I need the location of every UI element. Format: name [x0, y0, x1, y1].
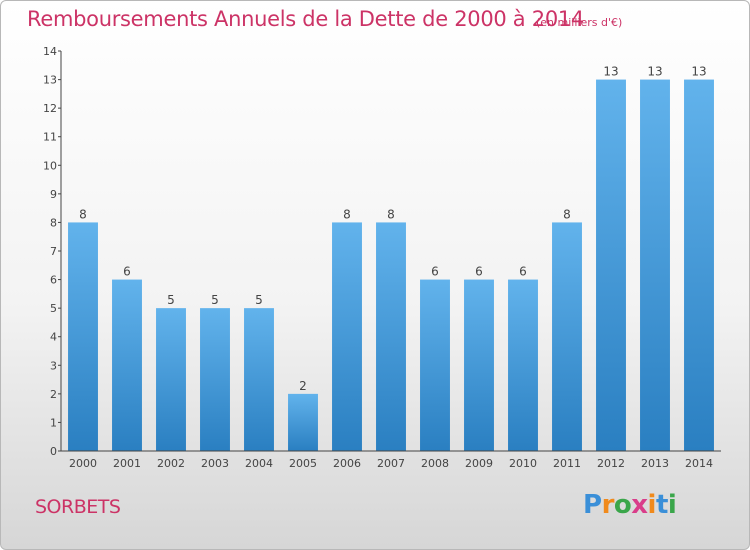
data-label-2001: 6	[123, 265, 131, 279]
data-labels: 8 6 5 5 5 2 8 8 6 6 6 8 13 13 13	[79, 65, 706, 393]
y-tick-label-4: 4	[50, 331, 57, 344]
bar-2005	[288, 393, 318, 451]
logo-letter-6: t	[655, 490, 668, 520]
x-tick-label-2014: 2014	[685, 457, 713, 470]
data-label-2000: 8	[79, 207, 87, 221]
y-tick-label-11: 11	[43, 131, 57, 144]
logo-letter-5: i	[647, 490, 657, 520]
bar-2003	[200, 308, 230, 451]
bar-2013	[640, 79, 670, 452]
logo-letter-4: x	[631, 490, 648, 520]
y-tick-label-2: 2	[50, 388, 57, 401]
data-label-2007: 8	[387, 207, 395, 221]
data-label-2010: 6	[519, 265, 527, 279]
chart-unit-label: (en milliers d'€)	[536, 16, 623, 29]
x-tick-label-2010: 2010	[509, 457, 537, 470]
data-label-2012: 13	[603, 65, 618, 79]
data-label-2006: 8	[343, 207, 351, 221]
data-label-2014: 13	[691, 65, 706, 79]
y-tick-label-13: 13	[43, 74, 57, 87]
y-tick-label-7: 7	[50, 245, 57, 258]
y-tick-label-3: 3	[50, 359, 57, 372]
commune-name: SORBETS	[35, 496, 121, 518]
bar-2012	[596, 79, 626, 452]
y-axis-ticks	[58, 50, 61, 452]
data-label-2009: 6	[475, 265, 483, 279]
y-tick-label-6: 6	[50, 274, 57, 287]
data-label-2004: 5	[255, 293, 263, 307]
data-label-2005: 2	[299, 379, 307, 393]
bar-2006	[332, 222, 362, 451]
x-tick-label-2008: 2008	[421, 457, 449, 470]
x-tick-label-2009: 2009	[465, 457, 493, 470]
bar-2001	[112, 279, 142, 451]
x-tick-labels: 2000 2001 2002 2003 2004 2005 2006 2007 2008 2009…	[69, 457, 713, 470]
bar-2010	[508, 279, 538, 451]
x-tick-label-2006: 2006	[333, 457, 361, 470]
x-tick-label-2012: 2012	[597, 457, 625, 470]
y-tick-label-12: 12	[43, 102, 57, 115]
proxiti-logo[interactable]: Proxiti	[583, 490, 677, 520]
logo-letter-7: i	[667, 490, 677, 520]
bars-group	[68, 79, 714, 452]
data-label-2008: 6	[431, 265, 439, 279]
y-tick-label-5: 5	[50, 302, 57, 315]
bar-2004	[244, 308, 274, 451]
bar-2009	[464, 279, 494, 451]
bar-2011	[552, 222, 582, 451]
bar-2007	[376, 222, 406, 451]
x-tick-label-2004: 2004	[245, 457, 273, 470]
x-tick-label-2011: 2011	[553, 457, 581, 470]
data-label-2013: 13	[647, 65, 662, 79]
logo-letter-2: r	[601, 490, 615, 520]
data-label-2002: 5	[167, 293, 175, 307]
x-tick-label-2001: 2001	[113, 457, 141, 470]
y-tick-label-9: 9	[50, 188, 57, 201]
y-tick-label-0: 0	[50, 445, 57, 458]
y-tick-label-8: 8	[50, 216, 57, 229]
x-tick-label-2007: 2007	[377, 457, 405, 470]
logo-letter-3: o	[613, 490, 632, 520]
data-label-2003: 5	[211, 293, 219, 307]
y-tick-label-14: 14	[43, 45, 57, 58]
bar-2002	[156, 308, 186, 451]
bar-2000	[68, 222, 98, 451]
bar-2014	[684, 79, 714, 452]
x-tick-label-2005: 2005	[289, 457, 317, 470]
x-tick-label-2000: 2000	[69, 457, 97, 470]
y-tick-label-1: 1	[50, 416, 57, 429]
bar-2008	[420, 279, 450, 451]
x-tick-label-2003: 2003	[201, 457, 229, 470]
x-tick-label-2013: 2013	[641, 457, 669, 470]
y-tick-label-10: 10	[43, 159, 57, 172]
chart-title: Remboursements Annuels de la Dette de 20…	[27, 7, 584, 31]
data-label-2011: 8	[563, 207, 571, 221]
logo-letter-1: P	[583, 490, 602, 520]
x-tick-label-2002: 2002	[157, 457, 185, 470]
